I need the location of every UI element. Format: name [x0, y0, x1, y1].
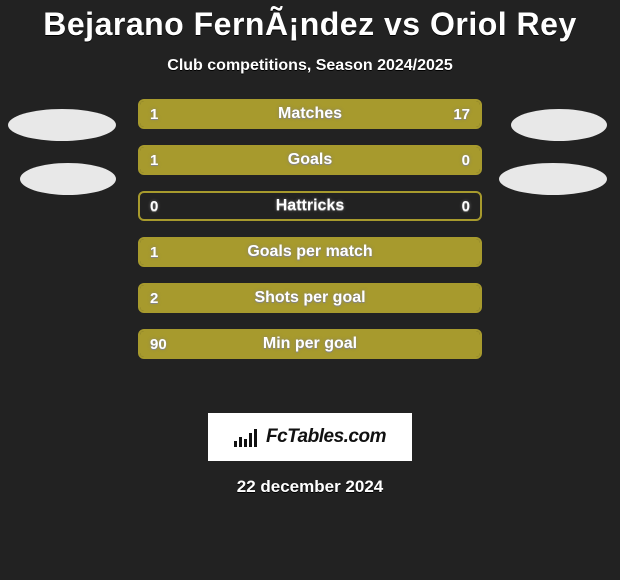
stat-row: Goals per match1 — [138, 237, 482, 267]
stat-label: Matches — [140, 101, 480, 127]
stat-value-left: 90 — [140, 331, 177, 357]
stat-value-right: 17 — [443, 101, 480, 127]
stat-value-left: 0 — [140, 193, 168, 219]
stat-label: Min per goal — [140, 331, 480, 357]
stat-label: Hattricks — [140, 193, 480, 219]
stat-value-left: 2 — [140, 285, 168, 311]
player-left-badges — [4, 109, 119, 195]
team-badge-icon — [8, 109, 116, 141]
logo-text: FcTables.com — [266, 426, 386, 448]
team-badge-icon — [499, 163, 607, 195]
stat-value-left: 1 — [140, 147, 168, 173]
stat-row: Matches1 17 — [138, 99, 482, 129]
team-badge-icon — [511, 109, 607, 141]
stat-value-right — [460, 331, 480, 357]
stat-bars: Matches117Goals10Hattricks00Goals per ma… — [138, 99, 482, 375]
stat-row: Hattricks0 0 — [138, 191, 482, 221]
comparison-infographic: Bejarano FernÃ¡ndez vs Oriol Rey Club co… — [0, 0, 620, 580]
stat-value-right: 0 — [452, 147, 480, 173]
team-badge-icon — [20, 163, 116, 195]
bar-chart-icon — [234, 427, 260, 447]
fctables-logo: FcTables.com — [208, 413, 412, 461]
player-right-badges — [501, 109, 616, 195]
stat-label: Goals per match — [140, 239, 480, 265]
page-title: Bejarano FernÃ¡ndez vs Oriol Rey — [0, 6, 620, 43]
stat-row: Goals1 0 — [138, 145, 482, 175]
stat-value-right — [460, 285, 480, 311]
stat-value-left: 1 — [140, 101, 168, 127]
stat-row: Shots per goal2 — [138, 283, 482, 313]
stat-row: Min per goal90 — [138, 329, 482, 359]
stat-label: Goals — [140, 147, 480, 173]
infographic-date: 22 december 2024 — [0, 477, 620, 497]
stat-value-left: 1 — [140, 239, 168, 265]
stat-value-right — [460, 239, 480, 265]
comparison-chart: Matches117Goals10Hattricks00Goals per ma… — [0, 99, 620, 399]
subtitle: Club competitions, Season 2024/2025 — [0, 57, 620, 75]
stat-label: Shots per goal — [140, 285, 480, 311]
stat-value-right: 0 — [452, 193, 480, 219]
